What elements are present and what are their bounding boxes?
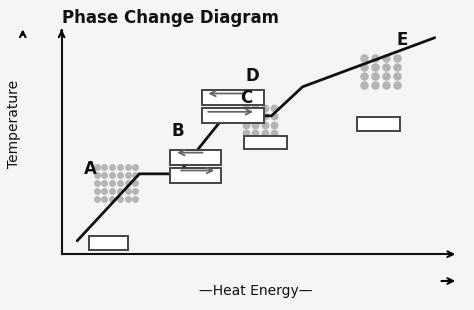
Text: Temperature: Temperature: [7, 80, 21, 168]
Text: B: B: [172, 122, 184, 140]
Point: [100, 196, 108, 201]
Point: [251, 105, 259, 110]
Point: [360, 82, 368, 87]
Point: [242, 122, 250, 127]
Point: [371, 55, 379, 60]
Point: [116, 196, 124, 201]
Text: —Heat Energy—: —Heat Energy—: [199, 284, 313, 299]
Point: [116, 172, 124, 177]
Point: [109, 196, 116, 201]
Point: [116, 180, 124, 185]
Bar: [171, 150, 221, 165]
Point: [124, 172, 131, 177]
Point: [242, 105, 250, 110]
Point: [242, 113, 250, 118]
Text: E: E: [396, 31, 407, 49]
Point: [100, 164, 108, 169]
Point: [371, 73, 379, 78]
Point: [100, 172, 108, 177]
Point: [251, 113, 259, 118]
Point: [251, 122, 259, 127]
Point: [132, 196, 139, 201]
Point: [100, 180, 108, 185]
Bar: [357, 117, 400, 131]
Point: [93, 180, 100, 185]
Point: [109, 164, 116, 169]
Point: [382, 55, 390, 60]
Point: [393, 64, 401, 69]
Point: [360, 64, 368, 69]
Point: [242, 131, 250, 135]
Point: [93, 196, 100, 201]
Point: [109, 172, 116, 177]
Point: [124, 180, 131, 185]
Point: [132, 180, 139, 185]
Point: [360, 73, 368, 78]
Point: [93, 188, 100, 193]
Point: [132, 188, 139, 193]
Point: [109, 188, 116, 193]
Point: [261, 113, 268, 118]
Bar: [89, 236, 128, 250]
Point: [100, 188, 108, 193]
Point: [132, 172, 139, 177]
Point: [393, 73, 401, 78]
Text: C: C: [240, 89, 252, 107]
Point: [261, 105, 268, 110]
Point: [360, 55, 368, 60]
Point: [132, 164, 139, 169]
Bar: [201, 90, 264, 105]
Point: [270, 122, 278, 127]
Point: [393, 82, 401, 87]
Point: [382, 64, 390, 69]
Point: [371, 82, 379, 87]
Point: [124, 164, 131, 169]
Point: [270, 131, 278, 135]
Point: [393, 55, 401, 60]
Point: [251, 131, 259, 135]
Point: [109, 180, 116, 185]
Bar: [171, 168, 221, 183]
Point: [382, 73, 390, 78]
Point: [261, 122, 268, 127]
Text: A: A: [84, 160, 97, 178]
Point: [261, 131, 268, 135]
Point: [116, 164, 124, 169]
Point: [382, 82, 390, 87]
Text: Phase Change Diagram: Phase Change Diagram: [62, 9, 279, 27]
Point: [93, 164, 100, 169]
Point: [124, 188, 131, 193]
Point: [270, 105, 278, 110]
Text: D: D: [245, 67, 259, 85]
Point: [124, 196, 131, 201]
Bar: [201, 108, 264, 122]
Point: [371, 64, 379, 69]
Point: [93, 172, 100, 177]
Point: [270, 113, 278, 118]
Point: [116, 188, 124, 193]
Bar: [244, 136, 287, 149]
